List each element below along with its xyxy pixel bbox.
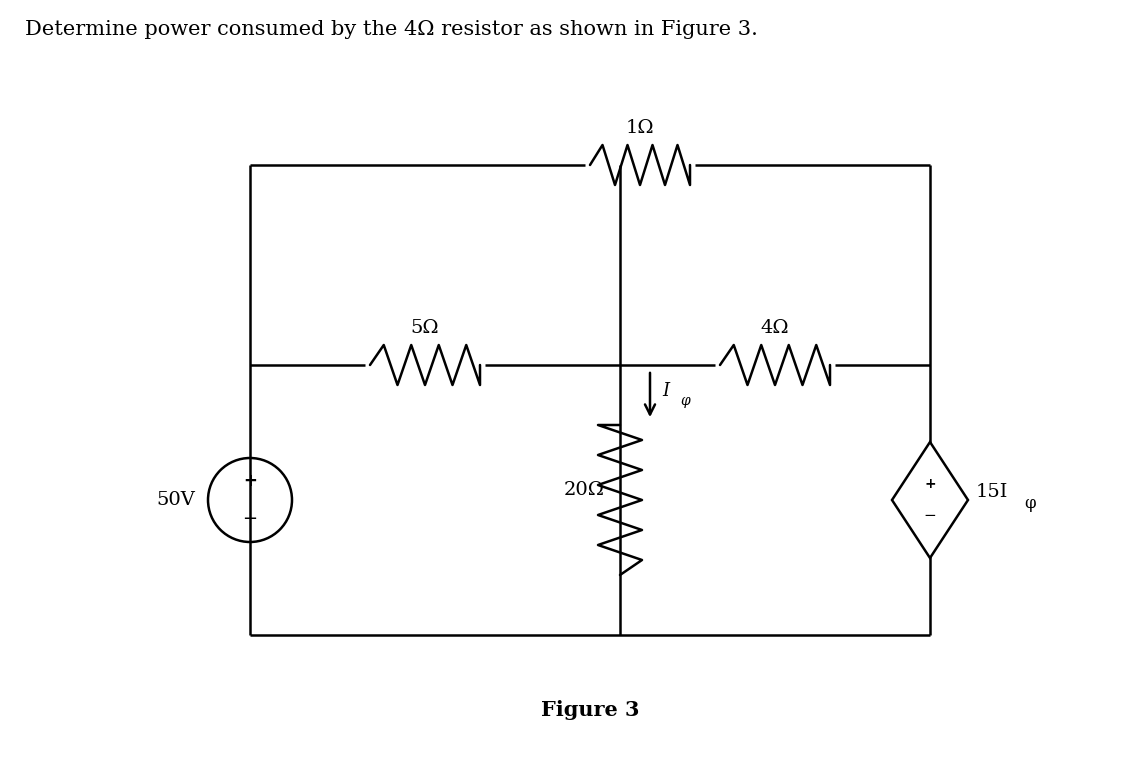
Polygon shape bbox=[892, 442, 968, 558]
Text: Determine power consumed by the 4Ω resistor as shown in Figure 3.: Determine power consumed by the 4Ω resis… bbox=[25, 20, 758, 39]
Text: I: I bbox=[662, 382, 669, 400]
Text: 20Ω: 20Ω bbox=[564, 481, 604, 499]
Text: 50V: 50V bbox=[156, 491, 195, 509]
Text: 4Ω: 4Ω bbox=[760, 319, 789, 337]
Text: φ: φ bbox=[1024, 496, 1036, 513]
Text: 15I: 15I bbox=[976, 483, 1008, 501]
Text: −: − bbox=[923, 509, 936, 523]
Text: Figure 3: Figure 3 bbox=[540, 700, 639, 720]
Text: −: − bbox=[242, 510, 258, 528]
Text: 5Ω: 5Ω bbox=[411, 319, 439, 337]
Text: 1Ω: 1Ω bbox=[625, 119, 654, 137]
Text: φ: φ bbox=[680, 394, 689, 408]
Text: +: + bbox=[243, 472, 257, 490]
Text: +: + bbox=[924, 477, 936, 491]
